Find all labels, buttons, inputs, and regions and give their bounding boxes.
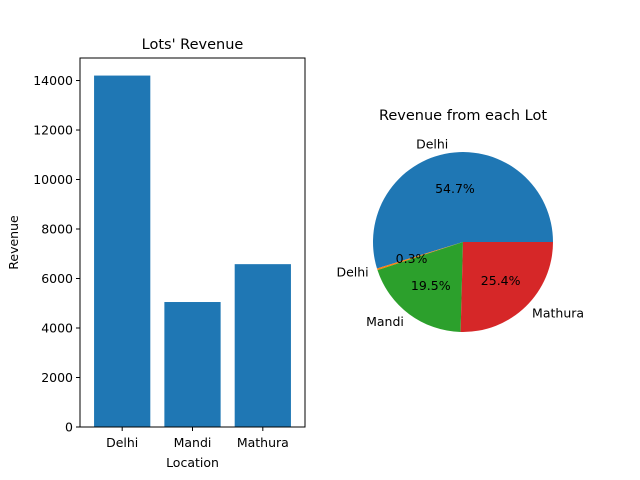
- y-tick-label: 10000: [33, 172, 73, 187]
- bar-chart-bars: [94, 75, 291, 428]
- pie-percent-label: 0.3%: [396, 251, 428, 266]
- pie-slice-label: Mandi: [366, 314, 404, 329]
- y-tick-label: 4000: [41, 321, 73, 336]
- pie-slice-1: [376, 242, 463, 271]
- bar-delhi: [94, 75, 151, 428]
- bar-mandi: [164, 302, 221, 427]
- pie-slice-2: [377, 242, 463, 332]
- bar-chart-x-axis: Delhi Mandi Mathura: [106, 427, 289, 450]
- pie-chart-labels: Delhi 54.7% Delhi 0.3% Mandi 19.5% Mathura 25.4…: [336, 137, 584, 329]
- pie-percent-label: 19.5%: [411, 278, 451, 293]
- y-tick-label: 6000: [41, 271, 73, 286]
- pie-percent-label: 54.7%: [435, 181, 475, 196]
- pie-chart-slices: [373, 152, 553, 332]
- bar-chart-frame: [79, 57, 306, 428]
- x-tick-label: Delhi: [106, 435, 138, 450]
- pie-chart: Revenue from each Lot Delhi 54.7% Delhi 0.3…: [336, 108, 584, 332]
- bar-chart-y-axis-label: Revenue: [6, 215, 21, 270]
- x-tick-label: Mandi: [174, 435, 212, 450]
- pie-slice-label: Mathura: [532, 305, 584, 320]
- pie-percent-label: 25.4%: [481, 273, 521, 288]
- pie-chart-title: Revenue from each Lot: [379, 108, 547, 124]
- bar-chart-y-axis: 0 2000 4000 6000 8000 10000 12000 14000: [33, 73, 80, 435]
- bar-chart-title: Lots' Revenue: [142, 37, 244, 53]
- bar-chart: Lots' Revenue 0 2000 4000 6000 8000 10000 1200…: [6, 37, 306, 470]
- bar-chart-x-axis-label: Location: [166, 455, 219, 470]
- y-tick-label: 8000: [41, 222, 73, 237]
- y-tick-label: 12000: [33, 123, 73, 138]
- y-tick-label: 0: [65, 420, 73, 435]
- y-tick-label: 2000: [41, 370, 73, 385]
- pie-slice-label: Delhi: [416, 137, 448, 152]
- bar-mathura: [234, 264, 291, 427]
- x-tick-label: Mathura: [237, 435, 289, 450]
- pie-slice-label: Delhi: [336, 265, 368, 280]
- pie-slice-3: [460, 242, 553, 332]
- y-tick-label: 14000: [33, 73, 73, 88]
- pie-slice-0: [373, 152, 553, 269]
